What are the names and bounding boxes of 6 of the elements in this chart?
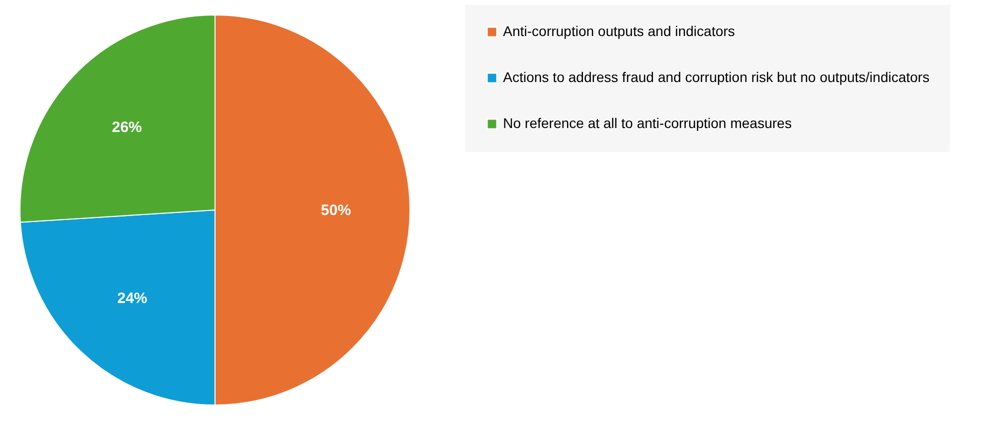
data-label: 26% bbox=[112, 119, 142, 136]
data-label: 50% bbox=[320, 202, 351, 219]
legend-label: Actions to address fraud and corruption risk but no outputs/indicators bbox=[503, 69, 930, 85]
data-label: 24% bbox=[117, 290, 148, 308]
legend-label: Anti-corruption outputs and indicators bbox=[503, 23, 735, 39]
legend-label: No reference at all to anti-corruption measures bbox=[503, 115, 792, 131]
